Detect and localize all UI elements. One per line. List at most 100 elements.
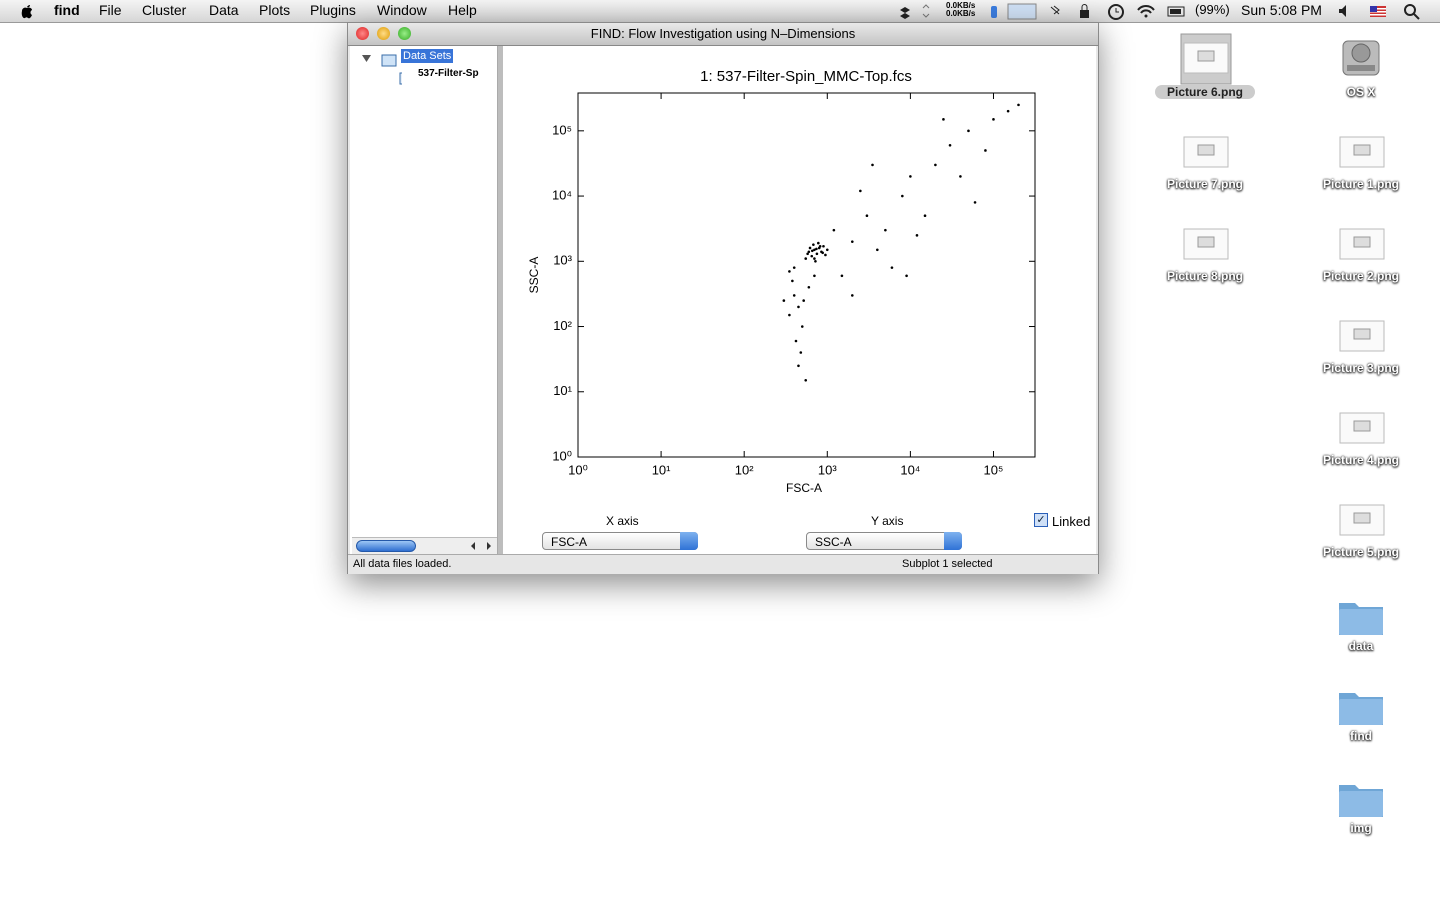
desktop-icon[interactable]: Picture 8.png [1145,213,1265,285]
data-point [840,274,844,278]
menu-item[interactable]: Help [448,2,477,18]
data-point [815,252,819,256]
data-point [890,266,894,269]
data-point [923,214,927,217]
network-speed: 0.0KB/s 0.0KB/s [946,2,975,18]
close-button[interactable] [356,27,369,40]
desktop-icon-label: img [1350,821,1372,835]
data-point [792,294,796,297]
data-point [804,378,808,382]
menu-item[interactable]: File [99,2,122,18]
select-arrows [944,532,962,550]
data-point [915,234,919,237]
scatter-plot: 1: 537-Filter-Spin_MMC-Top.fcs FSC-A SSC… [527,68,1036,495]
y-tick-label: 10⁰ [552,448,572,463]
linked-checkbox[interactable]: ✓ [1034,513,1048,527]
data-point [876,248,879,252]
data-point [814,259,817,263]
y-tick-label: 10³ [553,253,572,268]
data-point [806,252,809,256]
data-point [851,294,854,297]
x-tick-label: 10⁵ [984,462,1004,477]
tree-item[interactable]: 537-Filter-Sp [418,68,479,79]
app-window: FIND: Flow Investigation using N–Dimensi… [347,22,1099,574]
x-tick-label: 10⁴ [900,462,920,477]
menu-item[interactable]: Cluster [142,2,187,18]
data-point [824,253,827,257]
network-up: 0.0KB/s [946,1,976,10]
desktop-icon[interactable]: Picture 6.png [1145,29,1265,101]
data-point [800,325,804,328]
title-bar: FIND: Flow Investigation using N–Dimensi… [348,23,1098,46]
y-axis-caption: Y axis [871,514,904,528]
data-point [813,274,816,278]
data-point [788,270,791,273]
desktop-icon[interactable]: Picture 3.png [1301,305,1421,377]
scroll-arrows[interactable] [467,541,497,551]
desktop-icon-label: Picture 7.png [1166,177,1243,191]
menu-item[interactable]: Data [209,2,239,18]
data-point [825,248,829,252]
data-point [808,246,812,250]
desktop-icon-label: Picture 6.png [1155,85,1255,99]
tree-icons [362,54,402,85]
h-scrollbar[interactable] [352,537,497,554]
y-axis-select[interactable]: SSC-A [806,532,962,550]
desktop-icon[interactable]: img [1301,765,1421,837]
x-select-value: FSC-A [551,535,587,549]
data-point [1017,103,1020,107]
data-point [942,118,945,121]
data-point [810,254,814,258]
clock[interactable]: Sun 5:08 PM [1241,2,1322,18]
menu-item[interactable]: find [54,2,80,18]
desktop-icon[interactable]: Picture 5.png [1301,489,1421,561]
data-point [1006,109,1010,113]
desktop-icon[interactable]: Picture 4.png [1301,397,1421,469]
data-point [901,194,904,198]
x-axis-select[interactable]: FSC-A [542,532,698,550]
tree-root[interactable]: Data Sets [401,49,454,63]
data-point [859,189,862,193]
splitter[interactable] [498,46,503,554]
desktop-icon-label: data [1348,639,1374,653]
desktop-icon-label: Picture 1.png [1322,177,1399,191]
x-axis-label: FSC-A [786,481,822,495]
y-tick-label: 10⁵ [552,122,572,137]
scroll-thumb[interactable] [356,540,416,552]
desktop-icon[interactable]: Picture 1.png [1301,121,1421,193]
data-point [807,250,811,254]
desktop-icon-label: Picture 8.png [1166,269,1243,283]
data-point [812,243,815,246]
data-point [815,247,818,251]
x-tick-label: 10⁰ [568,462,588,477]
linked-label: Linked [1052,514,1091,529]
select-arrows [680,532,698,550]
data-point [807,285,811,289]
y-tick-label: 10¹ [553,383,572,398]
menu-item[interactable]: Plugins [310,2,356,18]
data-point [905,274,908,278]
network-down: 0.0KB/s [946,9,976,18]
minimize-button[interactable] [377,27,390,40]
desktop-icon[interactable]: Picture 2.png [1301,213,1421,285]
data-point [797,305,800,309]
desktop-icon[interactable]: Picture 7.png [1145,121,1265,193]
data-point [822,244,825,248]
status-bar: All data files loaded. Subplot 1 selecte… [348,554,1098,574]
zoom-button[interactable] [398,27,411,40]
data-point [973,201,977,204]
desktop-icon[interactable]: data [1301,583,1421,655]
data-point [909,175,912,178]
data-point [813,248,816,252]
data-point [884,228,887,232]
apple-menu[interactable] [19,3,35,19]
menu-item[interactable]: Window [377,2,427,18]
x-tick-label: 10² [735,462,754,477]
menu-item[interactable]: Plots [259,2,291,18]
data-point [832,228,836,232]
data-point [934,163,937,167]
desktop-icon[interactable]: find [1301,673,1421,745]
data-point [791,279,794,283]
data-point [865,214,869,217]
desktop-icon[interactable]: OS X [1301,29,1421,101]
